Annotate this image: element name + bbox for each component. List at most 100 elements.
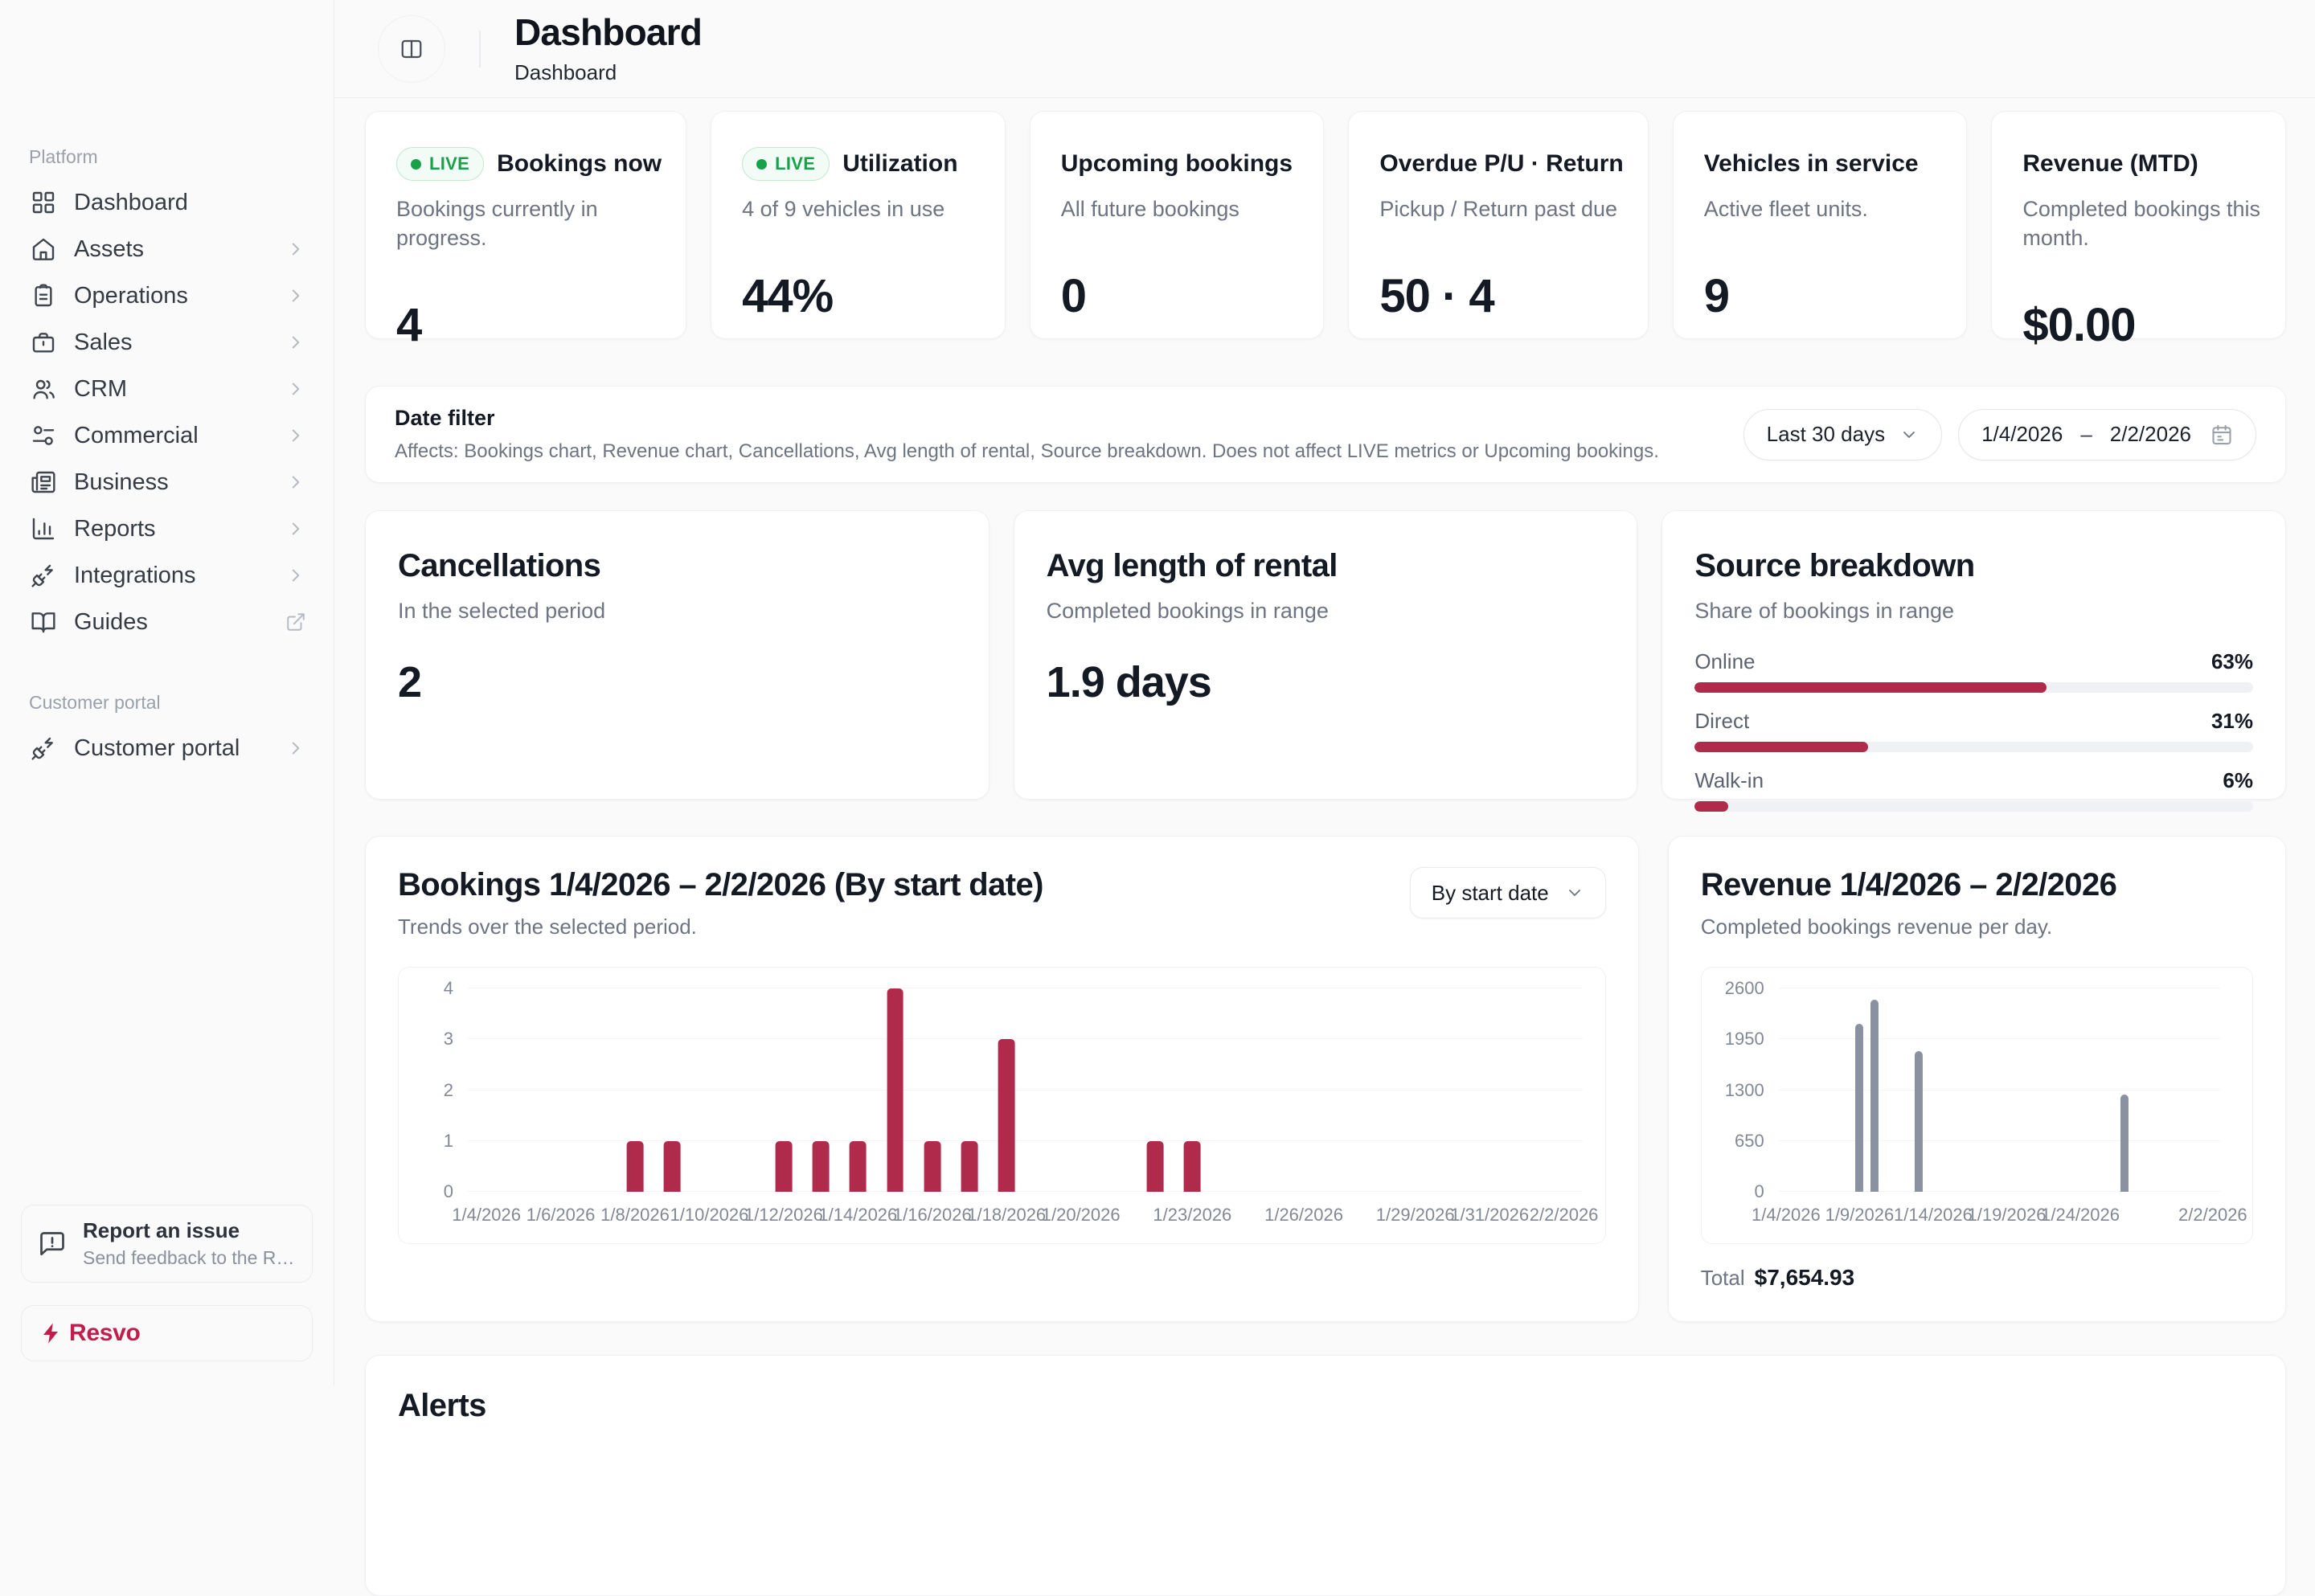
x-axis-label: 2/2/2026 [2178,1205,2247,1225]
house-icon [31,236,56,262]
live-badge: LIVE [742,147,830,181]
x-axis-label: 1/16/2026 [892,1205,972,1225]
kpi-subtitle: All future bookings [1060,197,1239,221]
x-axis-label: 1/24/2026 [2041,1205,2120,1225]
revenue-total-label: Total [1700,1266,1745,1290]
chevron-right-icon [285,472,306,493]
clipboard-list-icon [31,283,56,309]
kpi-card-utilization: LIVE Utilization 4 of 9 vehicles in use 44% [711,111,1006,339]
brand-card[interactable]: Resvo [21,1305,313,1361]
y-axis-label: 0 [1754,1181,1764,1201]
sidebar-item-sales[interactable]: Sales [23,319,314,366]
chart-column-icon [31,516,56,542]
avg-length-subtitle: Completed bookings in range [1046,599,1329,623]
gridline [468,1089,1583,1091]
sidebar-item-label: Sales [74,329,133,355]
cancellations-subtitle: In the selected period [398,599,606,623]
avg-length-card: Avg length of rental Completed bookings … [1013,510,1638,800]
bookings-groupby-value: By start date [1431,880,1549,905]
source-progress-track [1694,742,2253,752]
kpi-card-upcoming-bookings: Upcoming bookings All future bookings 0 [1029,111,1325,339]
chart-bar [1855,1023,1864,1192]
sidebar-item-label: Commercial [74,422,199,448]
source-row-header: Online 63% [1694,649,2253,674]
live-badge-label: LIVE [429,153,470,174]
live-dot-icon [411,158,421,170]
sidebar-item-assets[interactable]: Assets [23,226,314,272]
source-breakdown-title: Source breakdown [1694,548,1975,583]
report-issue-button[interactable]: Report an issue Send feedback to the Res… [21,1205,313,1283]
kpi-subtitle: Pickup / Return past due [1379,197,1618,221]
gridline [1778,1140,2220,1141]
panel-left-icon [399,37,424,61]
brand-name: Resvo [69,1320,141,1346]
source-label: Walk-in [1694,768,1764,792]
sidebar-item-dashboard[interactable]: Dashboard [23,179,314,226]
sidebar-item-label: Business [74,469,169,495]
source-rows: Online 63% Direct 31% Walk-in 6% [1694,649,2253,812]
chart-bar [2120,1094,2129,1192]
kpi-value: 0 [1060,269,1087,322]
gridline [468,1191,1583,1192]
sidebar-item-business[interactable]: Business [23,459,314,505]
sidebar-item-label: Assets [74,235,145,262]
sidebar-item-integrations[interactable]: Integrations [23,552,314,599]
gridline [468,1038,1583,1040]
chart-bar [1870,999,1879,1192]
sidebar-item-reports[interactable]: Reports [23,505,314,552]
kpi-card-header: LIVE Utilization [742,145,981,182]
x-axis-label: 1/4/2026 [1752,1205,1821,1225]
kpi-card-header: Upcoming bookings [1061,145,1300,182]
kpi-title: Bookings now [497,150,662,177]
sliders-icon [31,423,56,448]
sidebar-item-customer-portal[interactable]: Customer portal [23,725,314,771]
bookings-chart-subtitle: Trends over the selected period. [398,915,697,939]
x-axis-label: 1/20/2026 [1041,1205,1121,1225]
source-row-direct: Direct 31% [1694,709,2253,752]
date-filter-title: Date filter [395,406,495,430]
x-axis-label: 1/14/2026 [818,1205,898,1225]
date-range-input[interactable]: 1/4/2026 – 2/2/2026 [1958,408,2256,460]
breadcrumb[interactable]: Dashboard [514,59,617,84]
source-row-walk-in: Walk-in 6% [1694,768,2253,812]
source-percent: 6% [2223,768,2253,792]
kpi-card-revenue-mtd: Revenue (MTD) Completed bookings this mon… [1991,111,2286,351]
chart-bar [1146,1140,1164,1192]
y-axis-label: 1300 [1724,1079,1764,1100]
sidebar-item-label: Operations [74,282,188,309]
kpi-subtitle: Active fleet units. [1703,197,1868,221]
date-range-separator: – [2080,422,2092,446]
sidebar-toggle-button[interactable] [378,14,445,83]
chevron-right-icon [285,518,306,539]
zap-icon [39,1321,64,1345]
kpi-subtitle: 4 of 9 vehicles in use [742,197,945,221]
revenue-total-value: $7,654.93 [1754,1265,1855,1290]
x-axis-label: 1/6/2026 [526,1205,596,1225]
date-preset-select[interactable]: Last 30 days [1743,408,1943,460]
sidebar-item-crm[interactable]: CRM [23,366,314,412]
live-badge: LIVE [396,147,485,181]
kpi-card-bookings-now: LIVE Bookings now Bookings currently in pr… [365,111,687,351]
sidebar-item-label: Guides [74,608,148,635]
cancellations-value: 2 [398,658,422,706]
sidebar-item-commercial[interactable]: Commercial [23,412,314,459]
bookings-groupby-select[interactable]: By start date [1409,867,1606,919]
sidebar-item-operations[interactable]: Operations [23,272,314,319]
sidebar-item-label: Integrations [74,562,196,588]
source-progress-fill [1694,682,2047,693]
chevron-right-icon [285,332,306,353]
external-link-icon [285,612,306,632]
stats-row: Cancellations In the selected period 2 A… [365,510,2286,812]
sidebar-nav-customer-portal: Customer portal [23,725,314,771]
chart-bar [849,1140,867,1192]
chart-bar [961,1140,978,1192]
sidebar-item-label: Dashboard [74,189,188,215]
x-axis-label: 1/18/2026 [967,1205,1047,1225]
y-axis-label: 2 [443,1079,453,1100]
chart-bar [1914,1050,1923,1192]
source-label: Direct [1694,709,1750,733]
kpi-card-header: Vehicles in service [1704,145,1943,182]
gridline [468,1140,1583,1141]
sidebar-item-guides[interactable]: Guides [23,599,314,645]
y-axis-label: 1 [443,1130,453,1151]
